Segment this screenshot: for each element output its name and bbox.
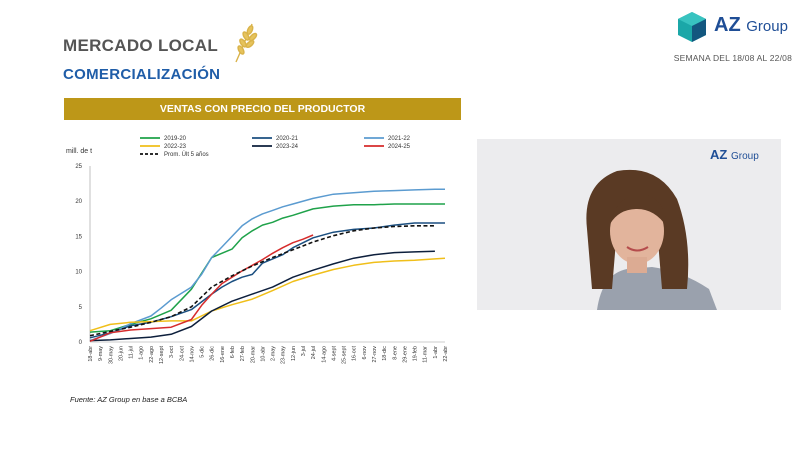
wheat-icon [235,23,258,63]
y-tick-label: 15 [75,234,82,240]
x-tick-label: 22-ago [149,346,155,363]
x-tick-label: 11-mar [423,346,429,363]
sales-chart: mill. de t 0 5 10 15 20 25 18-abr 9-may 30-may 20-… [66,136,449,364]
x-tick-label: 3-jul [301,346,307,356]
page-title: MERCADO LOCAL [63,36,218,55]
x-tick-label: 19-feb [413,346,419,361]
x-tick-label: 1-ago [139,346,145,360]
x-tick-label: 16-ene [220,346,226,363]
legend-label: 2023-24 [276,144,299,150]
logo-text: AZ Group [714,14,788,37]
x-tick-label: 3-oct [169,345,175,357]
legend-label: 2021-22 [388,136,411,142]
x-tick-label: 6-nov [362,346,368,360]
y-tick-label: 25 [75,164,82,170]
x-tick-label: 27-nov [372,346,378,363]
x-tick-label: 14-nov [189,346,195,363]
page-subtitle: COMERCIALIZACIÓN [63,66,221,83]
source-note: Fuente: AZ Group en base a BCBA [70,395,188,404]
x-tick-label: 20-jun [118,346,124,361]
y-axis-label: mill. de t [66,148,92,155]
x-tick-label: 24-jul [311,346,317,359]
x-tick-label: 30-may [108,346,114,364]
x-tick-label: 16-oct [352,345,358,360]
x-tick-label: 29-ene [402,346,408,363]
legend-label: 2020-21 [276,136,299,142]
y-tick-label: 20 [75,199,82,205]
x-tick-label: 5-dic [200,346,206,358]
series-line [89,225,435,337]
x-tick-label: 23-may [281,346,287,364]
x-tick-label: 6-feb [230,346,236,358]
series-line [89,234,314,342]
legend-label: 2019-20 [164,136,187,142]
x-tick-label: 26-dic [210,346,216,361]
x-tick-label: 18-abr [88,346,94,362]
series-line [89,250,435,342]
x-tick-label: 20-mar [250,346,256,363]
y-tick-label: 10 [75,270,82,276]
legend-label: 2022-23 [164,144,187,150]
x-tick-label: 4-sept [331,345,337,360]
x-tick-label: 14-ago [321,346,327,363]
x-tick-label: 24-oct [179,345,185,360]
x-tick-label: 8-ene [392,346,398,360]
logo-group: Group [746,18,788,35]
az-group-logo [678,12,706,42]
x-tick-label: 10-abr [260,346,266,362]
y-tick-label: 5 [79,305,83,311]
video-logo-group: Group [730,151,759,162]
y-tick-label: 0 [79,340,83,346]
x-tick-label: 2-may [271,346,277,361]
x-tick-label: 27-feb [240,346,246,361]
series-line [89,203,445,333]
presenter-image [477,139,781,310]
legend-label: Prom. Últ 5 años [164,151,209,158]
video-logo-brand: AZ [710,147,728,162]
chart-banner: VENTAS CON PRECIO DEL PRODUCTOR [64,98,461,120]
x-tick-label: 22-abr [443,346,449,362]
x-tick-label: 12-jun [291,346,297,361]
series-line [89,188,445,342]
x-tick-label: 18-dic [382,346,388,361]
x-tick-label: 11-jul [129,346,135,359]
logo-brand: AZ [714,14,741,36]
x-tick-label: 25-sept [342,346,348,364]
video-feed: AZ Group [477,139,781,310]
series-line [89,257,446,332]
x-tick-label: 9-may [98,346,104,361]
legend-label: 2024-25 [388,144,411,150]
video-logo: AZ Group [710,147,759,162]
x-tick-label: 12-sept [159,346,165,364]
week-label: SEMANA DEL 18/08 AL 22/08 [673,53,792,63]
x-tick-label: 1-abr [433,346,439,359]
